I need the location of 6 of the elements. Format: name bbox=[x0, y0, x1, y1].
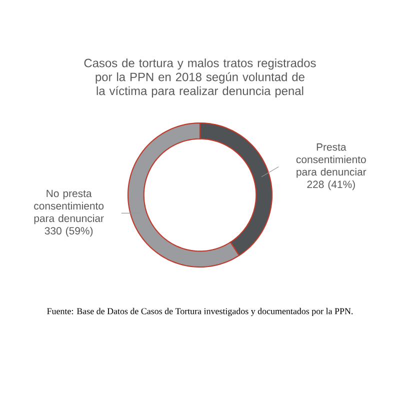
slice-label: Presta consentimiento para denunciar bbox=[296, 143, 366, 178]
data-label: 330 (59%) bbox=[44, 226, 93, 237]
legend-label: No presta consentimiento para denunciar bbox=[34, 190, 104, 224]
chart-title: Casos de tortura y malos tratos registrados por la PPN en 2018 según voluntad de la víctima para realizar denuncia penal bbox=[84, 58, 316, 98]
data-label: 228 (41%) bbox=[307, 180, 355, 190]
source-note: Fuente: Base de Datos de Casos de Tortura investigados y documentados por la PPN. bbox=[47, 308, 353, 316]
